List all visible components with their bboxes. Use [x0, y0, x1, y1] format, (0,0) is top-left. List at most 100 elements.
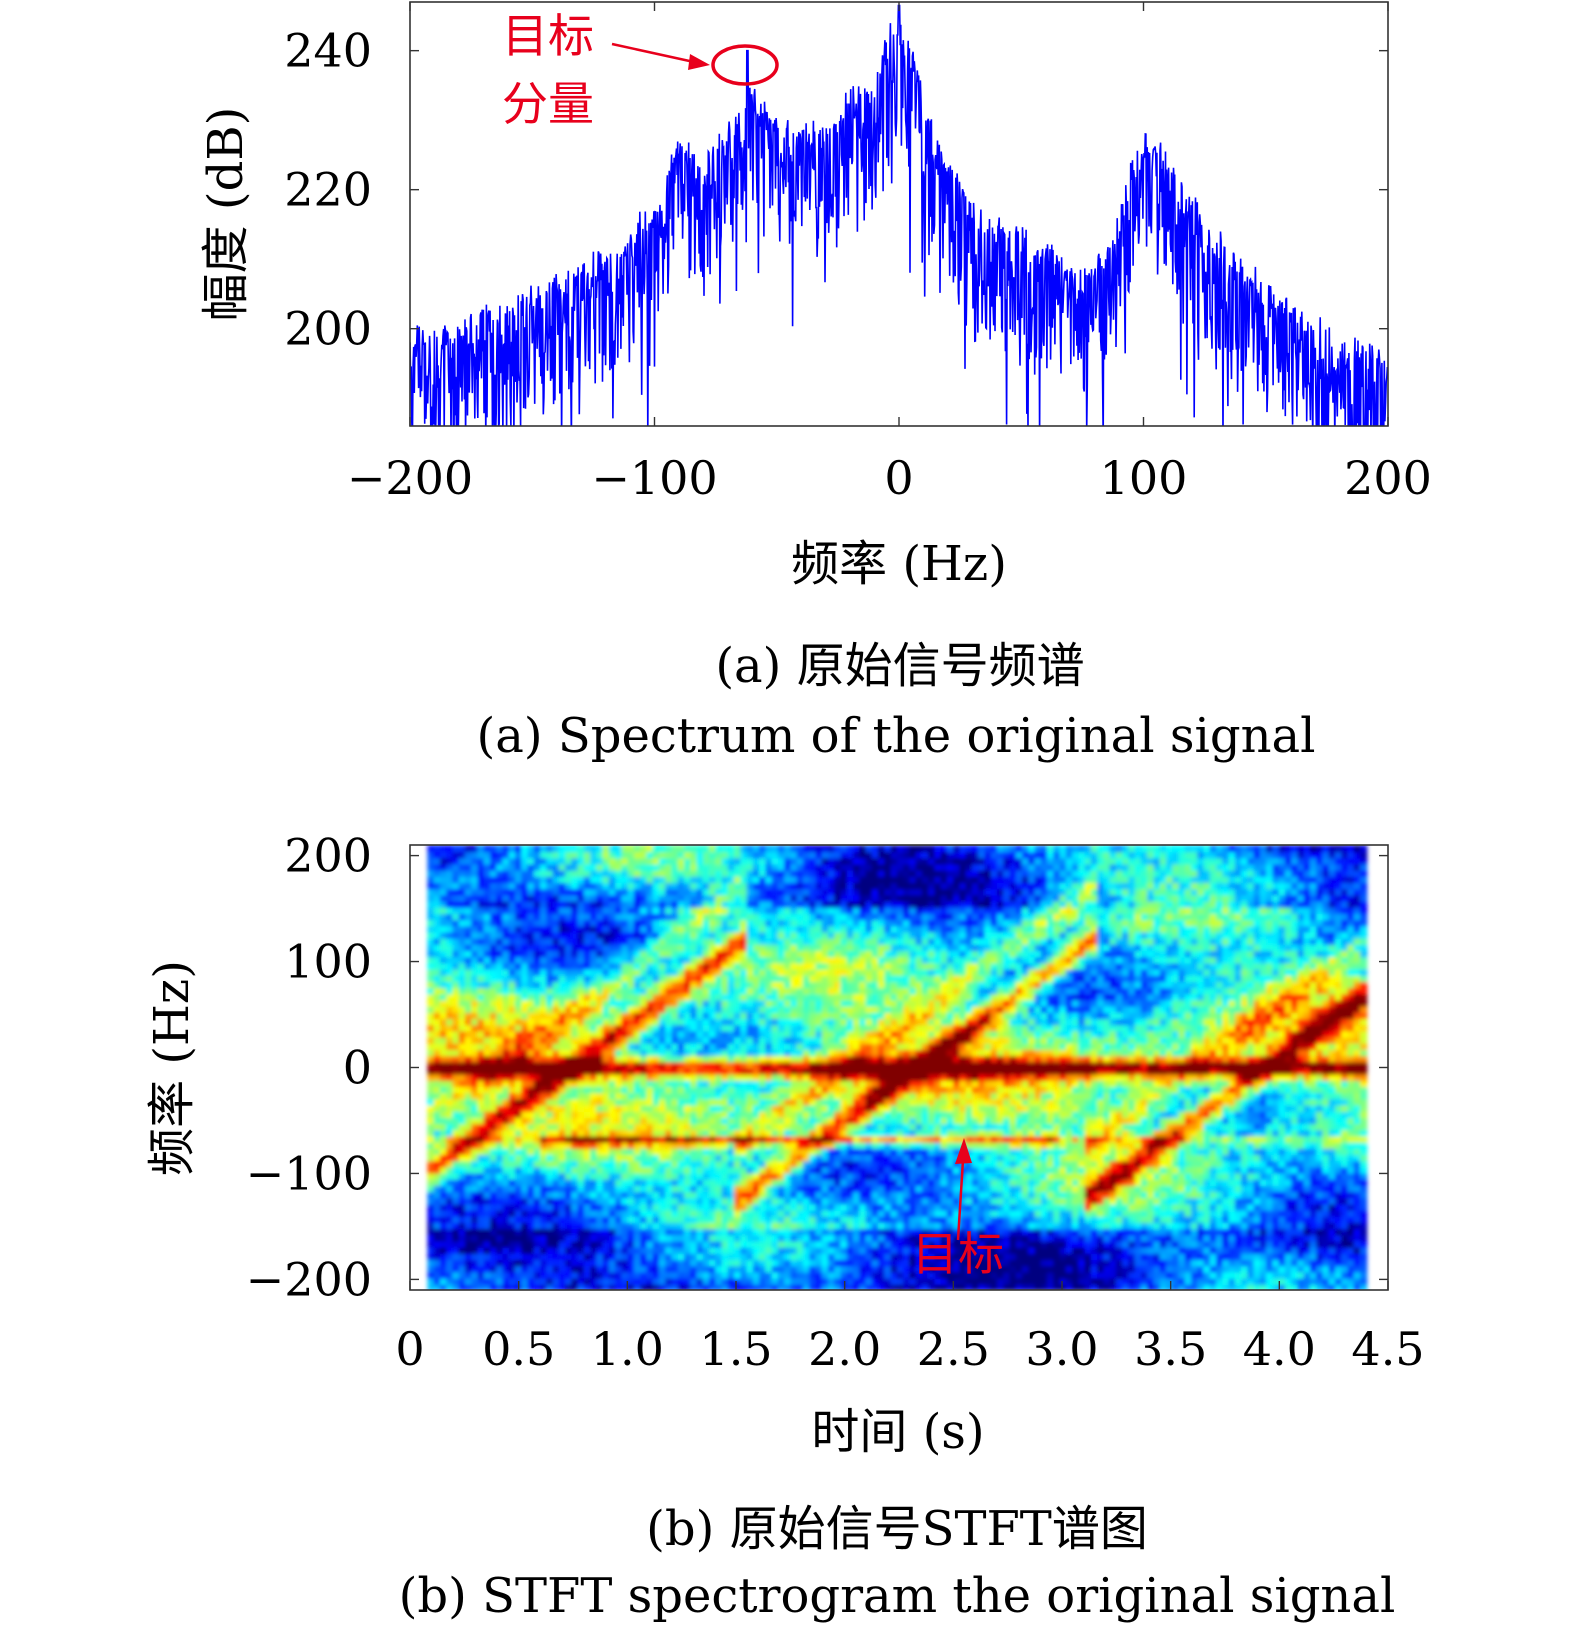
spectrogram-cell [684, 1209, 692, 1217]
spectrogram-cell [715, 1036, 723, 1044]
spectrogram-cell [840, 919, 848, 927]
spectrogram-cell [596, 987, 604, 995]
spectrogram-cell [439, 1191, 448, 1199]
spectrogram-cell [477, 1011, 485, 1020]
spectrogram-cell [684, 1055, 692, 1063]
spectrogram-cell [796, 906, 804, 914]
spectrogram-cell [853, 1141, 861, 1149]
spectrogram-cell [464, 882, 473, 890]
spectrogram-cell [777, 1252, 786, 1261]
spectrogram-cell [853, 1067, 861, 1075]
spectrogram-cell [452, 1024, 460, 1032]
spectrogram-cell [721, 1123, 729, 1131]
spectrogram-cell [784, 1215, 792, 1223]
spectrogram-cell [452, 869, 460, 877]
spectrogram-cell [596, 1129, 604, 1137]
spectrogram-cell [727, 956, 736, 964]
spectrogram-cell [777, 1222, 786, 1230]
spectrogram-cell [853, 999, 861, 1007]
spectrogram-cell [834, 1197, 842, 1205]
spectrogram-cell [821, 1086, 829, 1094]
spectrogram-cell [427, 1277, 435, 1285]
spectrogram-cell [508, 845, 517, 853]
spectrogram-cell [846, 931, 855, 939]
spectrogram-cell [821, 869, 829, 877]
spectrogram-cell [439, 1135, 448, 1143]
spectrogram-cell [821, 888, 829, 896]
spectrogram-cell [765, 1030, 773, 1038]
spectrogram-cell [771, 900, 779, 908]
spectrogram-cell [784, 1079, 792, 1088]
spectrogram-cell [659, 981, 667, 989]
spectrogram-cell [558, 987, 567, 995]
spectrogram-cell [815, 900, 823, 908]
spectrogram-cell [508, 1234, 517, 1242]
spectrogram-cell [483, 906, 491, 914]
spectrogram-cell [721, 1067, 729, 1075]
spectrogram-cell [521, 1215, 529, 1223]
spectrogram-cell [483, 1203, 491, 1211]
spectrogram-cell [515, 950, 523, 958]
spectrogram-cell [583, 974, 592, 982]
spectrogram-cell [734, 1246, 742, 1254]
spectrogram-cell [608, 919, 617, 927]
spectrogram-cell [627, 937, 635, 945]
spectrogram-cell [696, 931, 704, 939]
spectrogram-cell [621, 1141, 629, 1149]
spectrogram-cell [546, 956, 554, 964]
spectrogram-cell [446, 851, 454, 859]
spectrogram-cell [427, 919, 435, 927]
spectrogram-cell [796, 882, 804, 890]
spectrogram-cell [490, 1018, 498, 1026]
spectrogram-cell [558, 1123, 567, 1131]
spectrogram-cell [746, 919, 754, 927]
spectrogram-cell [571, 1098, 579, 1106]
spectrogram-cell [552, 875, 560, 884]
spectrogram-cell [565, 943, 573, 952]
spectrogram-cell [483, 968, 491, 976]
spectrogram-cell [721, 845, 729, 853]
spectrogram-cell [828, 974, 836, 982]
spectrogram-cell [759, 1197, 767, 1205]
spectrogram-cell [621, 1228, 629, 1236]
spectrogram-cell [715, 906, 723, 914]
spectrogram-cell [659, 894, 667, 902]
spectrogram-cell [540, 1073, 548, 1081]
spectrogram-cell [659, 1277, 667, 1285]
spectrogram-cell [834, 1172, 842, 1180]
spectrogram-cell [759, 950, 767, 958]
spectrogram-cell [540, 1172, 548, 1180]
spectrogram-cell [652, 1259, 660, 1267]
spectrogram-cell [815, 1123, 823, 1131]
spectrogram-cell [427, 1129, 435, 1137]
spectrogram-cell [596, 1005, 604, 1013]
spectrogram-cell [671, 1172, 679, 1180]
spectrogram-cell [765, 869, 773, 877]
spectrogram-cell [627, 1178, 635, 1186]
spectrogram-cell [677, 1252, 686, 1261]
spectrogram-cell [521, 962, 529, 970]
spectrogram-cell [540, 1178, 548, 1186]
spectrogram-cell [508, 943, 517, 952]
spectrogram-cell [671, 1042, 679, 1050]
spectrogram-cell [740, 919, 748, 927]
spectrogram-cell [596, 882, 604, 890]
spectrogram-cell [834, 1191, 842, 1199]
spectrogram-cell [690, 882, 698, 890]
spectrogram-cell [840, 956, 848, 964]
spectrogram-cell [846, 1265, 855, 1273]
spectrogram-cell [540, 1030, 548, 1038]
spectrogram-cell [659, 1240, 667, 1248]
spectrogram-cell [552, 1283, 560, 1290]
spectrogram-cell [828, 1110, 836, 1118]
spectrogram-cell [471, 1265, 479, 1273]
spectrogram-cell [608, 1123, 617, 1131]
spectrogram-cell [809, 1228, 817, 1236]
spectrogram-cell [427, 1166, 435, 1174]
spectrogram-cell [565, 1178, 573, 1186]
spectrogram-cell [677, 1240, 686, 1248]
spectrogram-cell [646, 1110, 654, 1118]
spectrogram-cell [533, 1184, 542, 1193]
spectrogram-cell [828, 1042, 836, 1050]
spectrogram-cell [721, 943, 729, 952]
